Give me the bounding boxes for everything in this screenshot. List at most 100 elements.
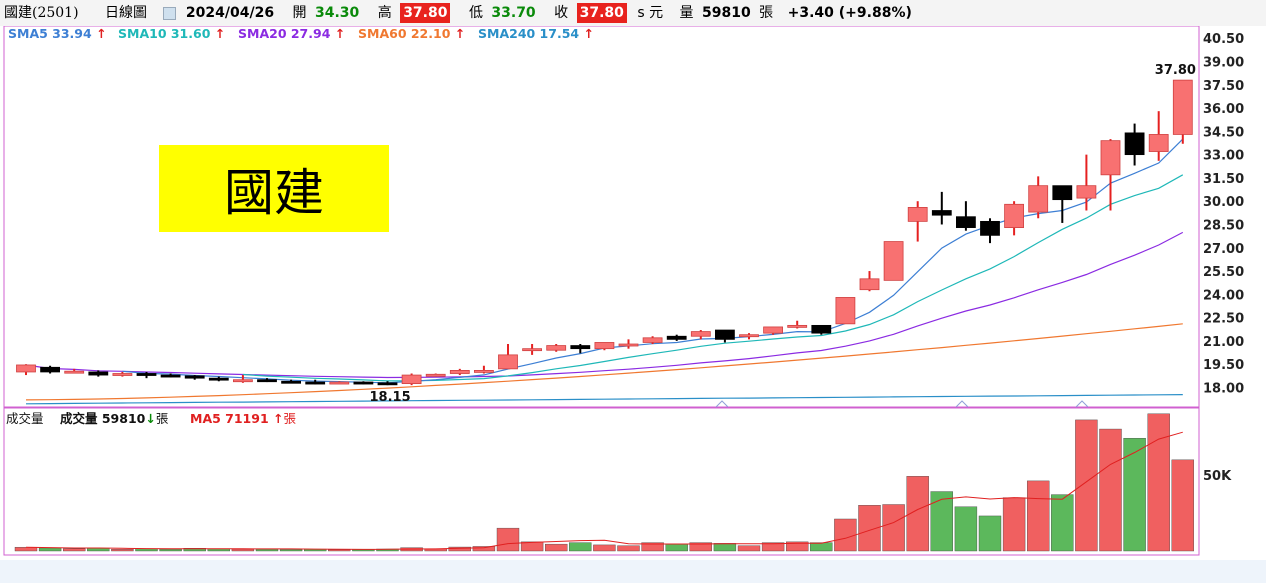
stock-logo-label: 國建 [159, 145, 389, 232]
ma-legend-item: SMA20 27.94 ↑ [238, 26, 345, 41]
candle-body [811, 324, 832, 334]
candle-body [353, 381, 374, 385]
ma-legend-item: SMA60 22.10 ↑ [358, 26, 465, 41]
volume-bar [496, 527, 520, 552]
volume-bar [641, 542, 664, 552]
volume-bar [159, 548, 182, 552]
volume-ma5-legend: MA5 71191 ↑張 [190, 411, 296, 426]
ma-legend-item: SMA240 17.54 ↑ [478, 26, 594, 41]
date-axis-bar [0, 560, 1266, 583]
sma240-line [25, 394, 1183, 405]
volume-bar [786, 541, 809, 552]
volume-bar [978, 515, 1002, 552]
price-change: +3.40 (+9.88%) [787, 5, 912, 21]
volume-bar [593, 544, 616, 552]
candle-body [787, 324, 808, 328]
price-tick-label: 27.00 [1203, 242, 1244, 257]
volume-ma5-line [25, 431, 1183, 550]
low-value: 33.70 [491, 5, 536, 21]
price-tick-label: 19.50 [1203, 358, 1244, 373]
low-label: 低 [468, 5, 483, 21]
volume-bar [930, 491, 953, 552]
price-tick-label: 39.00 [1203, 55, 1244, 70]
candle-body [232, 379, 253, 383]
volume-bar [1002, 497, 1026, 552]
volume-label: 量 [679, 5, 694, 21]
volume-bar [1051, 494, 1074, 552]
candle-body [1076, 185, 1097, 199]
candle-body [956, 216, 976, 228]
price-tick-label: 33.00 [1203, 149, 1244, 164]
candle-body [859, 278, 880, 291]
sma60-line [25, 323, 1183, 401]
candle-body [739, 334, 759, 338]
volume-bar [906, 476, 929, 552]
sma10-line [242, 174, 1184, 382]
candle-body [594, 342, 615, 350]
volume-bar [954, 506, 978, 552]
candle-body [642, 337, 663, 343]
volume-bar [737, 545, 761, 552]
volume-tick-label: 50K [1203, 469, 1232, 484]
close-value: 37.80 [576, 3, 627, 23]
price-tick-label: 31.50 [1203, 172, 1244, 187]
candle-body [498, 354, 518, 370]
volume-bar [38, 547, 62, 552]
candle-body [1028, 185, 1049, 213]
volume-bar [111, 548, 134, 552]
candle-body [377, 382, 398, 386]
price-tick-label: 36.00 [1203, 102, 1244, 117]
sma20-line [25, 231, 1184, 379]
candle-body [666, 335, 687, 340]
candle-body [980, 220, 1000, 236]
candle-body [449, 370, 470, 374]
volume-bar [328, 549, 351, 552]
ma-legend-item: SMA10 31.60 ↑ [118, 26, 225, 41]
volume-bar [520, 541, 544, 552]
volume-bar [834, 518, 857, 552]
candle-body [763, 326, 783, 334]
volume-bar [1075, 419, 1098, 552]
low-price-annotation: 18.15 [370, 390, 411, 405]
volume-bar [569, 542, 592, 552]
volume-bar [810, 542, 833, 552]
volume-bar [255, 548, 279, 552]
period-label[interactable]: 日線圖 [105, 5, 148, 21]
candle-body [715, 329, 735, 340]
volume-bar [1123, 437, 1146, 552]
volume-bar [1171, 459, 1195, 552]
candle-body [522, 348, 542, 352]
candle-body [1124, 132, 1145, 156]
candle-body [883, 241, 904, 281]
open-value: 34.30 [314, 5, 360, 21]
price-tick-label: 37.50 [1203, 79, 1244, 94]
high-price-annotation: 37.80 [1155, 63, 1196, 78]
price-tick-label: 34.50 [1203, 125, 1244, 140]
candle-body [546, 345, 567, 351]
candle-body [208, 377, 229, 381]
candle-body [64, 370, 85, 374]
volume-bar [279, 549, 303, 552]
volume-bar [14, 546, 38, 552]
price-tick-label: 25.50 [1203, 265, 1244, 280]
candle-body [16, 364, 36, 373]
price-tick-label: 21.00 [1203, 335, 1244, 350]
candle-body [160, 374, 181, 378]
candle-body [1148, 134, 1169, 152]
period-checkbox[interactable] [163, 7, 177, 20]
candle-body [835, 297, 856, 325]
volume-bar [87, 548, 110, 552]
candle-body [1052, 185, 1073, 201]
volume-bar [1099, 428, 1122, 552]
quote-header: 國建(2501) 日線圖 2024/04/26 開 34.30 高 37.80 … [0, 0, 1266, 26]
candle-body [305, 381, 326, 385]
price-tick-label: 30.00 [1203, 195, 1244, 210]
chart-area: 40.50 39.00 37.50 36.00 34.50 33.00 31.50 30.00… [3, 26, 1244, 556]
open-label: 開 [292, 5, 307, 21]
volume-bar [1026, 480, 1050, 552]
stock-name[interactable]: 國建(2501) [4, 5, 79, 21]
candle-body [329, 381, 350, 385]
price-tick-label: 18.00 [1203, 381, 1244, 396]
candle-body [473, 370, 494, 373]
volume-bar [713, 543, 737, 552]
